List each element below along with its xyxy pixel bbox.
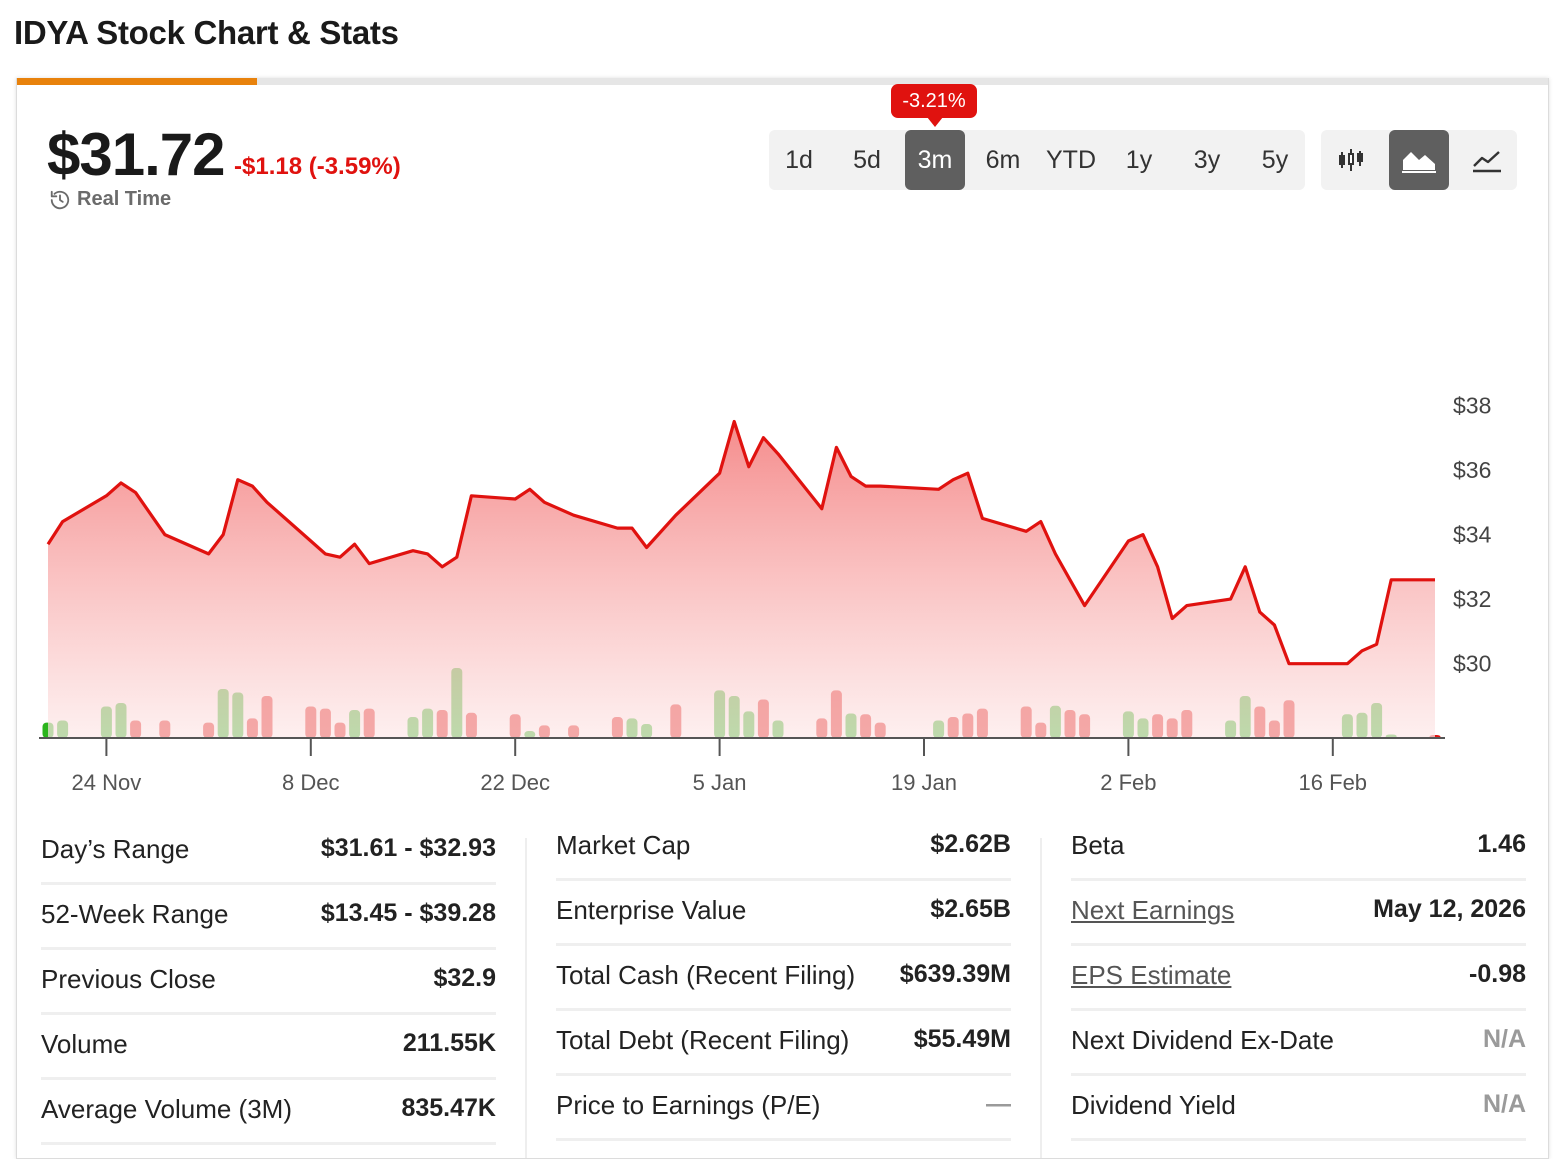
x-tick-label: 2 Feb	[1100, 770, 1156, 795]
column-divider	[1040, 838, 1042, 1158]
realtime-label: Real Time	[77, 188, 172, 210]
range-button-5d[interactable]: 5d	[853, 146, 881, 174]
stat-value: N/A	[1482, 1090, 1526, 1118]
stat-row-days-range: Day’s Range $31.61 - $32.93	[41, 820, 496, 885]
stat-label: Average Volume (3M)	[41, 1094, 292, 1124]
stat-row-enterprise-value: Enterprise Value $2.65B	[556, 881, 1011, 946]
stat-row-eps-estimate: EPS Estimate -0.98	[1071, 946, 1526, 1011]
stat-value: May 12, 2026	[1373, 895, 1526, 923]
stat-value: 211.55K	[402, 1029, 496, 1057]
stat-label: Day’s Range	[41, 834, 190, 864]
stat-value: $13.45 - $39.28	[320, 899, 496, 927]
stat-label: Beta	[1071, 830, 1125, 860]
range-button-1y[interactable]: 1y	[1125, 146, 1153, 174]
range-button-6m[interactable]: 6m	[985, 146, 1021, 174]
stat-label: Next Dividend Ex-Date	[1071, 1025, 1334, 1055]
candlestick-button[interactable]	[1321, 130, 1381, 190]
candlestick-icon	[1339, 149, 1363, 171]
card-top-bar	[17, 78, 1548, 85]
stock-card: $31.72 -$1.18 (-3.59%) Real Time -3.21% …	[16, 78, 1549, 1159]
stat-row-beta: Beta 1.46	[1071, 816, 1526, 881]
stat-row-pe-ratio: Price to Earnings (P/E) —	[556, 1076, 1011, 1141]
stat-value: $31.61 - $32.93	[320, 834, 496, 862]
price-area-fill	[48, 421, 1435, 738]
period-change-badge: -3.21%	[891, 84, 977, 127]
stat-value: -0.98	[1469, 960, 1526, 988]
current-price: $31.72	[47, 121, 226, 188]
eps-estimate-link[interactable]: EPS Estimate	[1071, 960, 1232, 990]
y-tick-label: $38	[1453, 392, 1491, 418]
stat-label: Total Cash (Recent Filing)	[556, 960, 856, 990]
x-tick-label: 5 Jan	[693, 770, 747, 795]
stat-value: $2.62B	[930, 830, 1011, 858]
x-tick-label: 19 Jan	[891, 770, 957, 795]
range-button-1d[interactable]: 1d	[785, 146, 813, 174]
stat-value: $2.65B	[930, 895, 1011, 923]
stat-row-volume: Volume 211.55K	[41, 1015, 496, 1080]
range-button-ytd[interactable]: YTD	[1046, 146, 1096, 174]
y-tick-label: $32	[1453, 586, 1491, 612]
x-tick-label: 22 Dec	[480, 770, 550, 795]
stat-value: $55.49M	[913, 1025, 1011, 1053]
stat-label: Volume	[41, 1029, 128, 1059]
chart-type-selector	[1321, 130, 1517, 190]
time-range-selector: 1d 5d 3m 6m YTD 1y 3y 5y	[769, 130, 1305, 190]
stat-label: 52-Week Range	[41, 899, 229, 929]
x-tick-label: 8 Dec	[282, 770, 339, 795]
stat-row-total-cash: Total Cash (Recent Filing) $639.39M	[556, 946, 1011, 1011]
area-chart-button[interactable]	[1389, 130, 1449, 190]
stat-label: Dividend Yield	[1071, 1090, 1236, 1120]
realtime-indicator: Real Time	[49, 188, 171, 211]
stat-row-market-cap: Market Cap $2.62B	[556, 816, 1011, 881]
stat-row-average-volume: Average Volume (3M) 835.47K	[41, 1080, 496, 1145]
stat-label: Price to Earnings (P/E)	[556, 1090, 821, 1120]
stat-value: 1.46	[1477, 830, 1526, 858]
page-title: IDYA Stock Chart & Stats	[14, 14, 399, 51]
stat-label: Total Debt (Recent Filing)	[556, 1025, 850, 1055]
line-chart-icon	[1473, 151, 1501, 173]
history-clock-icon	[50, 190, 70, 209]
price-line	[46, 419, 1435, 666]
stat-value: N/A	[1482, 1025, 1526, 1053]
area-chart-icon	[1402, 152, 1436, 173]
range-button-3y[interactable]: 3y	[1193, 146, 1221, 174]
line-chart-button[interactable]	[1457, 130, 1517, 190]
y-tick-label: $30	[1453, 651, 1491, 677]
range-button-3m[interactable]: 3m	[905, 130, 965, 190]
x-tick-label: 16 Feb	[1299, 770, 1368, 795]
stat-row-total-debt: Total Debt (Recent Filing) $55.49M	[556, 1011, 1011, 1076]
stat-row-next-earnings: Next Earnings May 12, 2026	[1071, 881, 1526, 946]
stat-row-52-week-range: 52-Week Range $13.45 - $39.28	[41, 885, 496, 950]
y-tick-label: $34	[1453, 522, 1492, 548]
next-earnings-link[interactable]: Next Earnings	[1071, 895, 1235, 925]
stat-label: Previous Close	[41, 964, 216, 994]
stat-row-next-dividend: Next Dividend Ex-Date N/A	[1071, 1011, 1526, 1076]
stat-value: —	[986, 1090, 1011, 1118]
price-change: -$1.18 (-3.59%)	[234, 153, 401, 180]
stat-row-previous-close: Previous Close $32.9	[41, 950, 496, 1015]
card-accent-bar	[17, 78, 257, 85]
stat-label: Enterprise Value	[556, 895, 747, 925]
stats-column-trading: Day’s Range $31.61 - $32.93 52-Week Range…	[41, 820, 496, 1145]
stat-value: $639.39M	[899, 960, 1011, 988]
column-divider	[525, 838, 527, 1158]
range-button-5y[interactable]: 5y	[1261, 146, 1289, 174]
stat-row-dividend-yield: Dividend Yield N/A	[1071, 1076, 1526, 1141]
price-chart[interactable]: 24 Nov 8 Dec 22 Dec 5 Jan 19 Jan 2 Feb 16 Feb …	[17, 78, 1548, 818]
stat-value: 835.47K	[401, 1094, 496, 1122]
stats-column-earnings: Beta 1.46 Next Earnings May 12, 2026 EPS E…	[1071, 816, 1526, 1141]
stat-label: Market Cap	[556, 830, 691, 860]
stats-column-valuation: Market Cap $2.62B Enterprise Value $2.65B …	[556, 816, 1011, 1141]
stat-value: $32.9	[433, 964, 496, 992]
x-tick-label: 24 Nov	[72, 770, 142, 795]
y-tick-label: $36	[1453, 457, 1491, 483]
